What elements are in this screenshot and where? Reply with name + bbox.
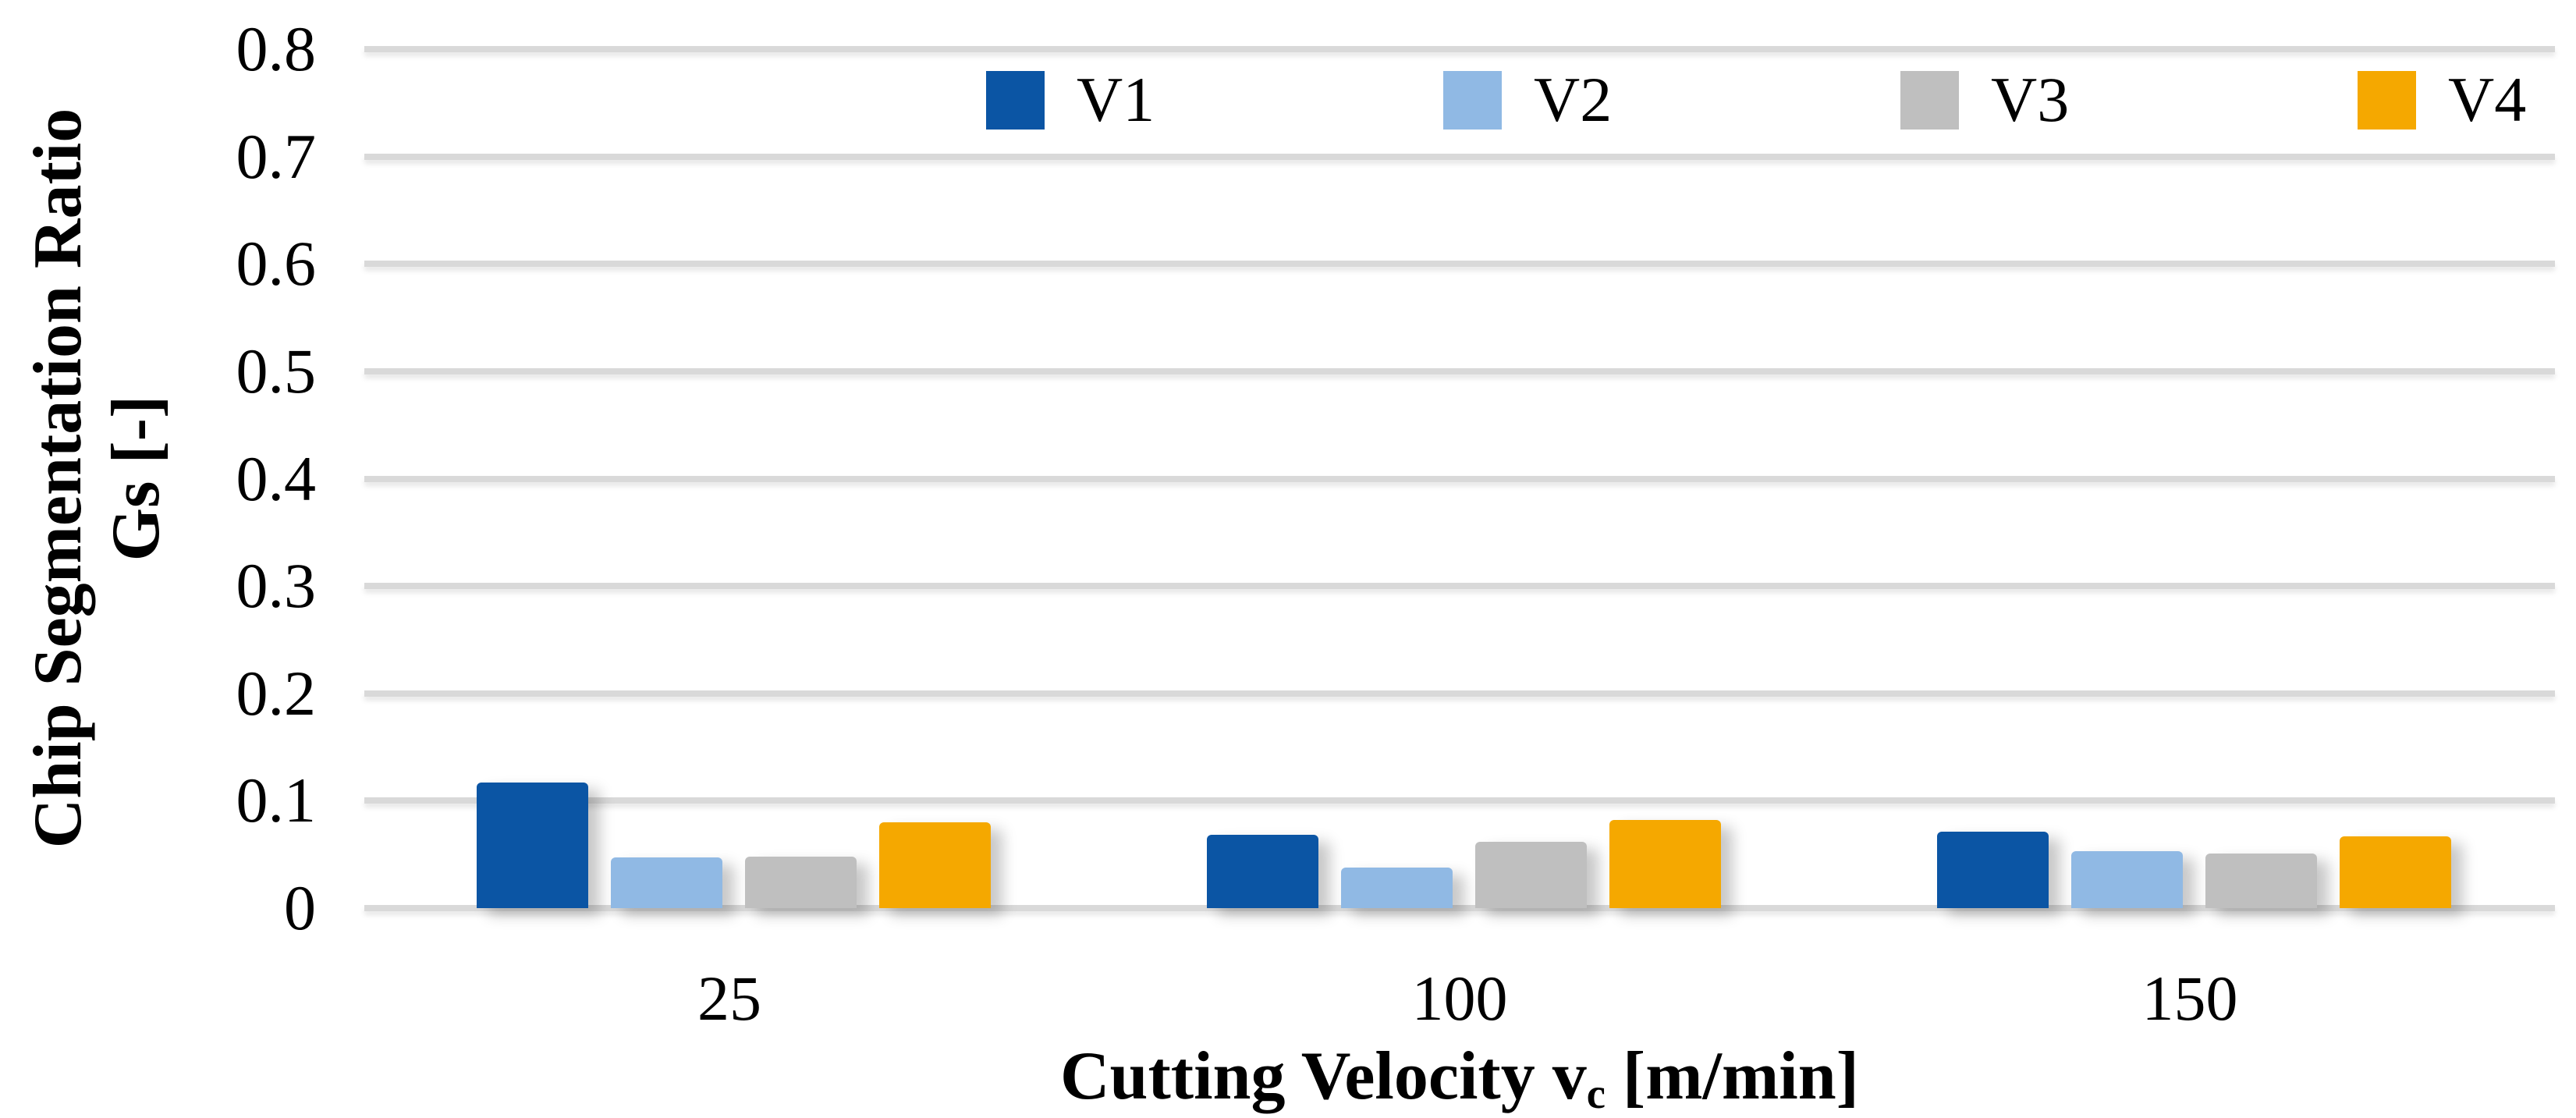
gridline-y-0.1: [364, 797, 2555, 804]
gridline-y-0.5: [364, 367, 2555, 374]
bar-V2-cat-150: [2071, 851, 2183, 908]
y-tick-label-0.2: 0.2: [236, 657, 317, 729]
legend-swatch-V3: [1900, 71, 1959, 130]
legend-label-V3: V3: [1991, 64, 2070, 135]
legend-swatch-V2: [1443, 71, 1502, 130]
bar-V3-cat-150: [2205, 854, 2317, 908]
legend-swatch-V1: [986, 71, 1045, 130]
x-axis-title: Cutting Velocity vc [m/min]: [367, 1039, 2552, 1118]
x-axis-title-main: Cutting Velocity v: [1060, 1038, 1587, 1114]
x-tick-label-25: 25: [697, 963, 761, 1034]
y-tick-label-0.8: 0.8: [236, 13, 317, 84]
gridline-y-0: [364, 905, 2555, 911]
bar-V4-cat-150: [2340, 836, 2451, 908]
bar-V3-cat-25: [745, 857, 857, 908]
x-axis-title-subscript: c: [1586, 1070, 1606, 1117]
legend-label-V4: V4: [2448, 64, 2527, 135]
bar-V1-cat-25: [477, 783, 588, 908]
legend-label-V1: V1: [1077, 64, 1155, 135]
gridline-y-0.6: [364, 261, 2555, 268]
bar-V2-cat-100: [1341, 868, 1453, 908]
bar-V1-cat-150: [1937, 832, 2049, 908]
gridline-y-0.3: [364, 583, 2555, 590]
gridline-y-0.2: [364, 690, 2555, 697]
bar-V4-cat-25: [879, 822, 991, 908]
y-tick-label-0.7: 0.7: [236, 120, 317, 192]
bar-V1-cat-100: [1207, 835, 1318, 908]
gridline-y-0.8: [364, 46, 2555, 52]
x-axis-title-unit: [m/min]: [1605, 1038, 1859, 1114]
bar-V4-cat-100: [1609, 820, 1721, 908]
y-tick-label-0.4: 0.4: [236, 442, 317, 514]
gridline-y-0.4: [364, 475, 2555, 482]
bar-V2-cat-25: [611, 857, 722, 908]
y-tick-label-0.3: 0.3: [236, 550, 317, 622]
x-tick-label-150: 150: [2141, 963, 2238, 1034]
gridline-y-0.7: [364, 153, 2555, 160]
legend-label-V2: V2: [1534, 64, 1613, 135]
y-tick-label-0.5: 0.5: [236, 335, 317, 406]
bar-V3-cat-100: [1475, 842, 1587, 908]
x-tick-label-100: 100: [1411, 963, 1508, 1034]
y-tick-label-0.1: 0.1: [236, 765, 317, 836]
legend-swatch-V4: [2358, 71, 2416, 130]
y-tick-label-0: 0: [284, 872, 316, 943]
y-tick-label-0.6: 0.6: [236, 228, 317, 300]
